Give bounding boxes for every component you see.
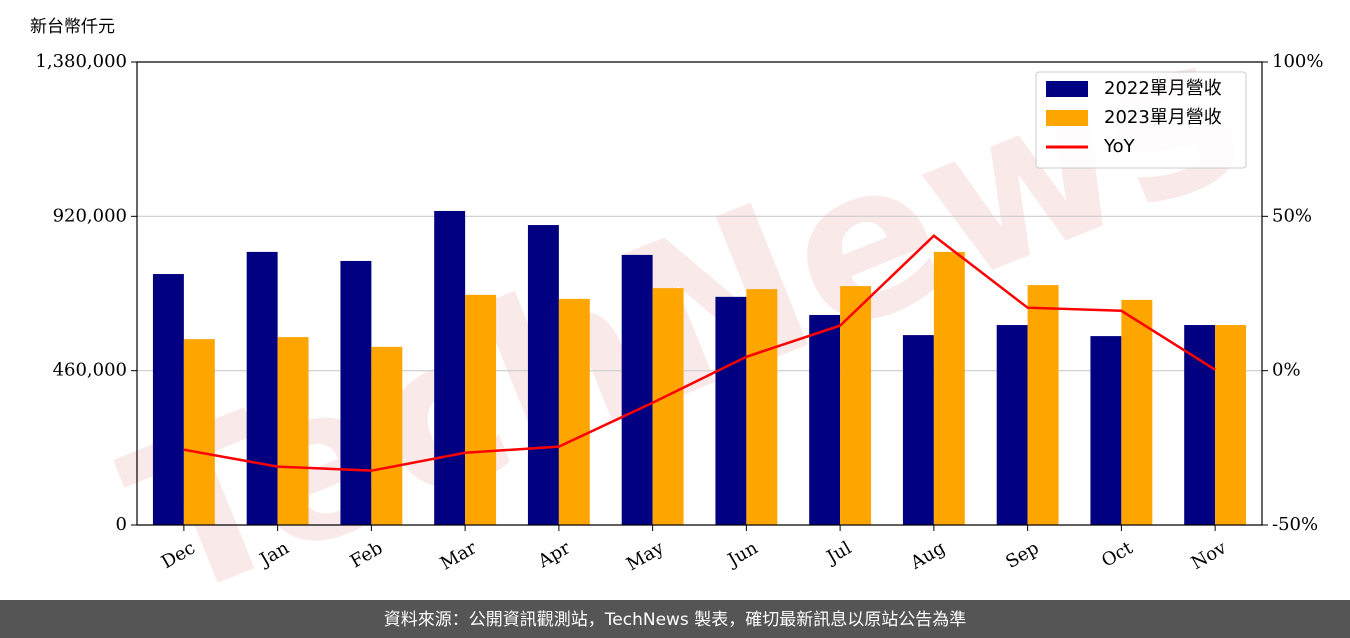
legend-box <box>1035 71 1247 169</box>
bar <box>933 251 965 525</box>
x-tick-label: Aug <box>906 537 949 574</box>
x-tick-label: May <box>623 537 668 575</box>
y-tick-label: 1,380,000 <box>35 51 127 72</box>
bar <box>1215 325 1247 525</box>
bar <box>152 274 184 525</box>
plot-frame <box>136 61 1263 526</box>
footer-band <box>0 600 1350 638</box>
x-tick-label: Sep <box>1002 537 1042 572</box>
bar <box>621 254 653 525</box>
legend-label: 2022單月營收 <box>1104 78 1222 99</box>
line <box>183 234 1216 472</box>
bar <box>434 210 466 525</box>
legend-swatch <box>1046 81 1088 97</box>
bar <box>1027 285 1059 525</box>
footer-text: 資料來源：公開資訊觀測站，TechNews 製表，確切最新訊息以原站公告為準 <box>384 610 966 630</box>
x-tick-label: Oct <box>1098 537 1137 572</box>
legend-swatch <box>1046 110 1088 126</box>
bar <box>527 225 559 525</box>
legend-label: YoY <box>1103 136 1136 157</box>
bar <box>840 286 872 525</box>
legend-label: 2023單月營收 <box>1104 107 1222 128</box>
bar <box>996 325 1028 525</box>
bar <box>1090 336 1122 525</box>
bar <box>652 288 684 525</box>
x-tick-label: Apr <box>534 537 574 572</box>
x-tick-label: Jul <box>822 537 856 569</box>
bar <box>371 346 403 525</box>
y-tick-label: 460,000 <box>53 360 127 381</box>
bar <box>183 339 215 525</box>
bar <box>277 337 309 525</box>
bar <box>340 260 372 525</box>
bar <box>746 289 778 525</box>
bar <box>715 296 747 525</box>
bar <box>246 251 278 525</box>
bar <box>558 298 590 525</box>
y2-tick-label: 100% <box>1272 51 1323 72</box>
x-tick-label: Jun <box>723 537 762 572</box>
bar <box>809 314 841 525</box>
bar <box>1184 325 1216 525</box>
unit-label: 新台幣仟元 <box>30 17 115 37</box>
y2-tick-label: 0% <box>1272 360 1301 381</box>
bar <box>1121 299 1153 525</box>
y-tick-label: 920,000 <box>53 205 127 226</box>
bar <box>902 335 934 525</box>
y2-tick-label: -50% <box>1272 514 1318 535</box>
x-tick-label: Nov <box>1188 537 1231 574</box>
bar <box>465 294 497 525</box>
y-tick-label: 0 <box>116 514 127 535</box>
y2-tick-label: 50% <box>1272 205 1312 226</box>
